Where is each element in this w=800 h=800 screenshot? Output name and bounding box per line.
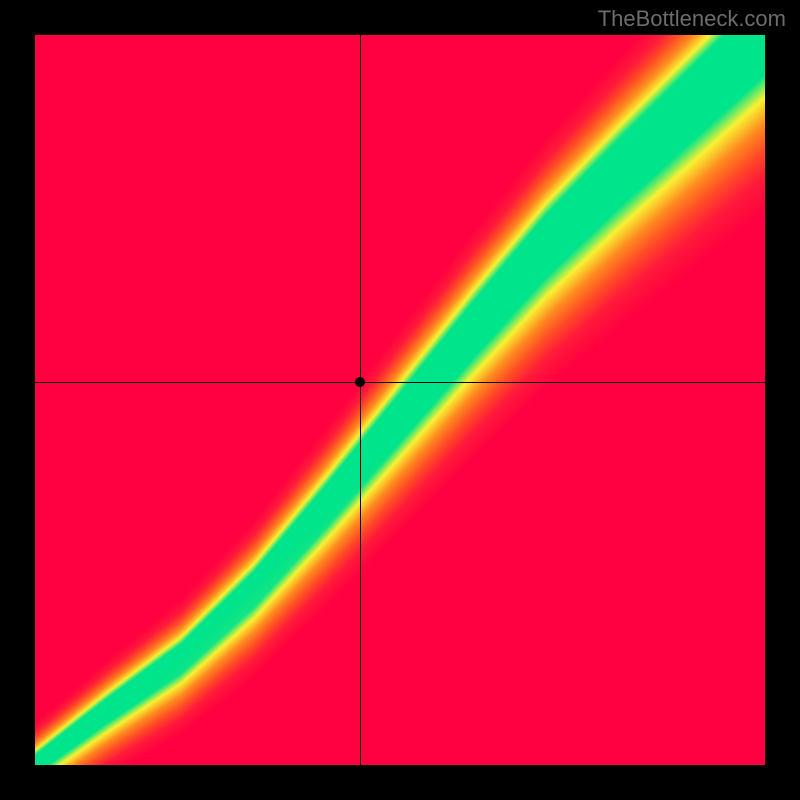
crosshair-marker bbox=[355, 377, 365, 387]
crosshair-vertical bbox=[360, 35, 361, 765]
plot-frame bbox=[35, 35, 765, 765]
chart-container: TheBottleneck.com bbox=[0, 0, 800, 800]
heatmap-canvas bbox=[35, 35, 765, 765]
watermark-text: TheBottleneck.com bbox=[598, 6, 786, 32]
crosshair-horizontal bbox=[35, 382, 765, 383]
